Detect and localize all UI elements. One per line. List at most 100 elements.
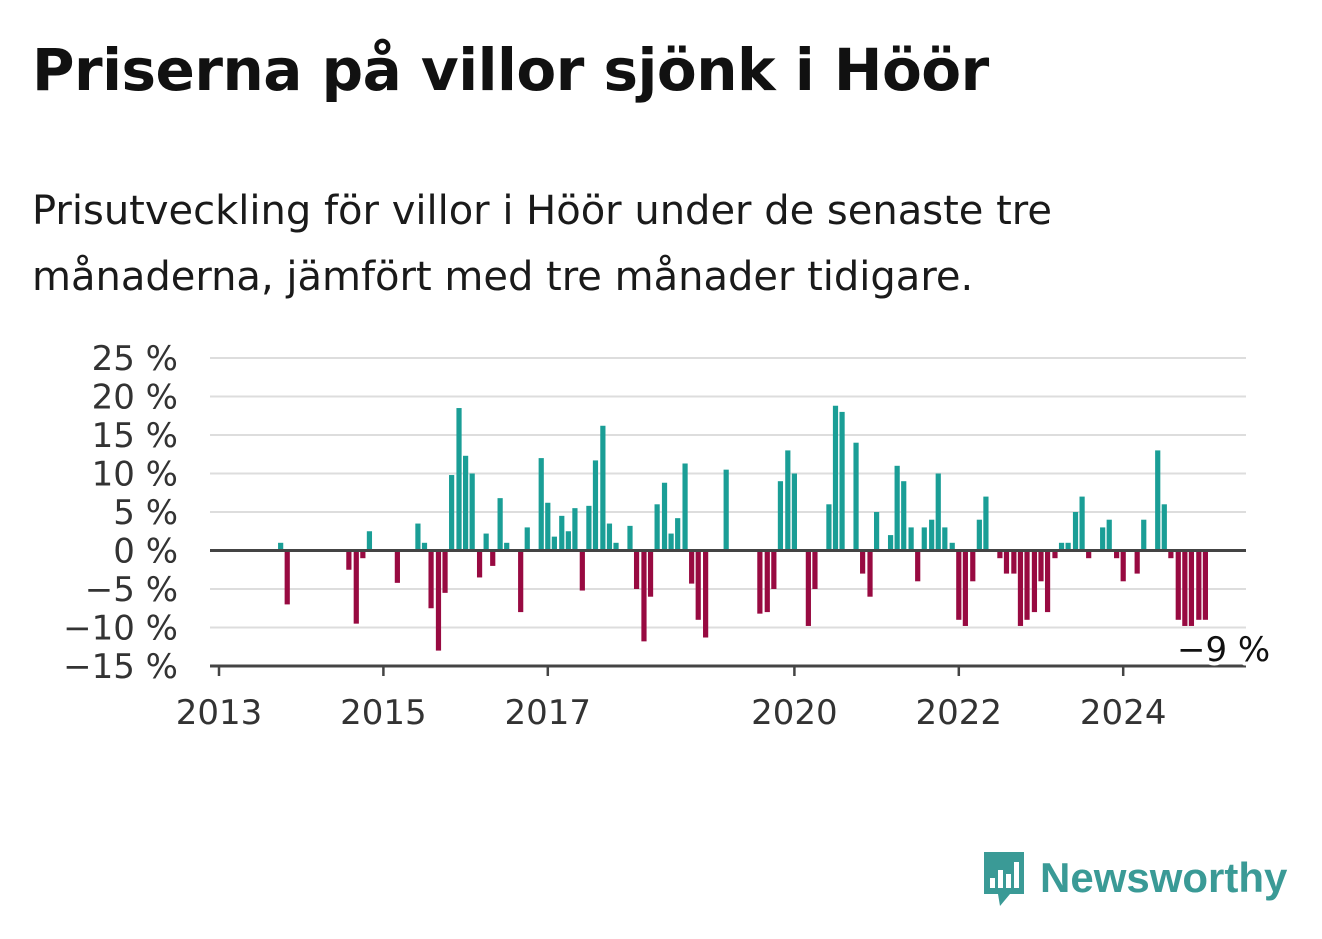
bar (633, 550, 640, 589)
bar (606, 523, 613, 551)
bar (1196, 550, 1202, 620)
annotations: −9 % (1173, 626, 1274, 674)
bar (463, 455, 469, 551)
bar (812, 550, 818, 589)
bar (449, 475, 455, 551)
bar (428, 550, 434, 609)
bar (456, 408, 462, 551)
bar (353, 550, 359, 624)
bar (1079, 496, 1085, 551)
bar (600, 425, 606, 551)
bar (887, 535, 894, 551)
bar (853, 442, 859, 551)
bar (661, 482, 668, 551)
y-tick-label: 0 % (113, 532, 178, 572)
bar (703, 550, 709, 638)
bar (894, 465, 900, 551)
newsworthy-logo-icon (984, 852, 1024, 906)
bar (518, 550, 524, 613)
bar (366, 531, 373, 551)
bar-series (278, 405, 1208, 651)
bar (565, 531, 571, 551)
bar (469, 473, 475, 551)
bar (921, 527, 927, 551)
bar (1058, 542, 1065, 551)
bar (1120, 550, 1126, 582)
bar (970, 550, 976, 582)
x-tick-label: 2024 (1080, 693, 1167, 733)
bar (867, 550, 873, 597)
bar (497, 498, 503, 551)
bar (860, 550, 866, 574)
bar (1044, 550, 1051, 613)
bar (559, 515, 565, 551)
y-tick-label: 20 % (92, 378, 178, 418)
bar (1072, 512, 1079, 551)
bar (1011, 550, 1017, 574)
bar (1114, 550, 1120, 559)
y-tick-label: 5 % (113, 493, 178, 533)
y-tick-label: 25 % (92, 339, 178, 379)
bar (949, 542, 955, 551)
bar (1161, 504, 1167, 551)
bar (592, 460, 599, 551)
last-value-label: −9 % (1177, 630, 1270, 670)
bar (545, 502, 551, 551)
bar (777, 481, 784, 551)
brand-name: Newsworthy (1040, 854, 1288, 901)
bar (627, 525, 633, 551)
bar (908, 527, 914, 551)
x-tick-label: 2013 (176, 693, 263, 733)
bar (1031, 550, 1038, 613)
axes (210, 549, 1246, 676)
bar (935, 473, 941, 551)
bar (915, 550, 921, 582)
bar (551, 536, 557, 551)
brand-logo: Newsworthy (980, 848, 1287, 908)
bar (1202, 550, 1208, 620)
bar (723, 469, 729, 551)
bar (1024, 550, 1030, 620)
bar (490, 550, 496, 566)
bar (1134, 550, 1140, 574)
bar (1017, 550, 1024, 626)
bar (764, 550, 770, 613)
y-tick-label: 10 % (92, 455, 178, 495)
bar (997, 550, 1003, 559)
bar (394, 550, 400, 583)
bar (757, 550, 763, 614)
bar (647, 550, 654, 597)
bar (1065, 542, 1071, 551)
bar (956, 550, 962, 620)
x-tick-label: 2022 (916, 693, 1003, 733)
bar (942, 527, 948, 551)
y-tick-label: −5 % (85, 570, 178, 610)
bar (976, 519, 982, 551)
bar (962, 550, 968, 626)
bar (483, 533, 489, 551)
bar (1155, 450, 1161, 551)
bar (771, 550, 777, 589)
y-tick-label: −10 % (63, 609, 178, 649)
bar (675, 518, 681, 551)
bar (1168, 550, 1174, 559)
bar (785, 450, 791, 551)
bar (476, 550, 483, 578)
bar (504, 542, 510, 551)
bar (826, 504, 832, 551)
bar (1188, 550, 1195, 626)
bar (901, 481, 907, 551)
bar (832, 405, 839, 551)
y-tick-label: −15 % (63, 647, 178, 687)
x-tick-label: 2017 (505, 693, 592, 733)
bar (278, 542, 284, 551)
bar (791, 473, 797, 551)
x-tick-label: 2015 (340, 693, 427, 733)
bar (524, 527, 530, 551)
y-tick-label: 15 % (92, 416, 178, 456)
bar (1003, 550, 1010, 574)
bar (668, 533, 674, 551)
bar (613, 542, 619, 551)
bar (1052, 550, 1058, 559)
bar (1141, 519, 1147, 551)
